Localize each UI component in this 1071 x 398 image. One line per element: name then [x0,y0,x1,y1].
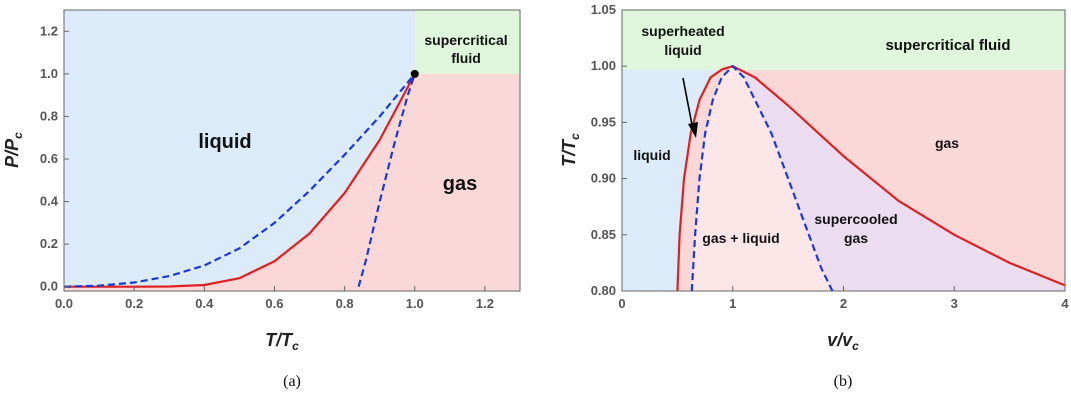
a-y-tick-label: 0.8 [40,108,58,123]
b-y-tick-label: 0.95 [591,114,616,129]
b-x-tick-label: 3 [951,296,958,311]
a-y-tick-label: 0.4 [40,194,59,209]
a-y-tick-label: 1.2 [40,23,58,38]
a-dashed-curve-1 [64,73,416,288]
gas-liquid-region-label: gas + liquid [702,230,779,246]
supercooled-gas-label-line2: gas [844,230,868,246]
a-y-tick-label: 0.2 [40,236,58,251]
superheated-arrowhead [688,122,698,138]
supercritical-region-label-line1: supercritical [424,32,507,48]
superheated-liquid-label-line2: liquid [664,42,701,58]
plot-frame-a [63,9,521,292]
gas-liquid-region [691,66,833,291]
b-y-tick-label: 0.80 [591,283,616,298]
y-axis-label-a: P/Pc [2,132,25,168]
a-y-tick-label: 0.6 [40,151,58,166]
gas-region-label-b: gas [935,135,959,151]
supercritical-region-label-line2: fluid [451,50,481,66]
b-x-tick-label: 0 [618,296,625,311]
caption-a: (a) [283,373,301,390]
a-x-tick-label: 0.8 [336,296,354,311]
a-x-tick-label: 0.0 [55,296,73,311]
critical-point-marker [410,69,419,78]
a-x-tick-label: 0.2 [125,296,143,311]
b-y-tick-label: 0.90 [591,171,616,186]
x-axis-label-a: T/Tc [265,330,299,353]
a-dashed-curve-2 [357,73,416,287]
a-solid-curve-0 [64,73,416,288]
b-x-tick-label: 2 [840,296,847,311]
axis-ticks-b: 0 1 2 3 4 0.80 0.85 0.90 0.95 1.00 1.05 [591,2,1070,311]
gas-region-label: gas [443,173,477,195]
a-y-tick-label: 0.0 [40,279,58,294]
a-y-tick-label: 1.0 [40,66,58,81]
b-x-tick-label: 1 [729,296,736,311]
a-x-tick-label: 1.2 [476,296,494,311]
y-axis-label-b: T/Tc [559,133,582,167]
supercritical-fluid-label-b: supercritical fluid [885,37,1010,54]
superheated-arrow [682,77,694,131]
liquid-region-label-b: liquid [633,147,670,163]
a-x-tick-label: 0.6 [265,296,283,311]
supercooled-gas-region [732,66,1065,291]
b-dashed-curve-1 [690,65,834,291]
supercritical-region [415,10,520,74]
a-x-tick-label: 1.0 [406,296,424,311]
a-x-tick-label: 0.4 [195,296,214,311]
b-y-tick-label: 1.05 [591,2,616,17]
panel-a: 0.0 0.2 0.4 0.6 0.8 1.0 1.2 0.0 0.2 0.4 0.6 0.8 1.0 1… [2,9,521,390]
axis-ticks-a: 0.0 0.2 0.4 0.6 0.8 1.0 1.2 0.0 0.2 0.4 0.6 0.8 1.0 1… [40,23,494,311]
supercooled-gas-label-line1: supercooled [814,211,897,227]
b-x-tick-label: 4 [1061,296,1069,311]
caption-b: (b) [834,373,853,390]
liquid-region-b [622,10,733,291]
x-axis-label-b: v/vc [827,330,859,353]
superheated-liquid-label-line1: superheated [641,23,724,39]
panel-b: 0 1 2 3 4 0.80 0.85 0.90 0.95 1.00 1.05 supercriti… [559,2,1069,390]
supercritical-region-b [622,10,1065,70]
b-y-tick-label: 0.85 [591,227,616,242]
liquid-region [64,10,415,287]
b-y-tick-label: 1.00 [591,58,616,73]
liquid-region-label: liquid [198,131,251,153]
